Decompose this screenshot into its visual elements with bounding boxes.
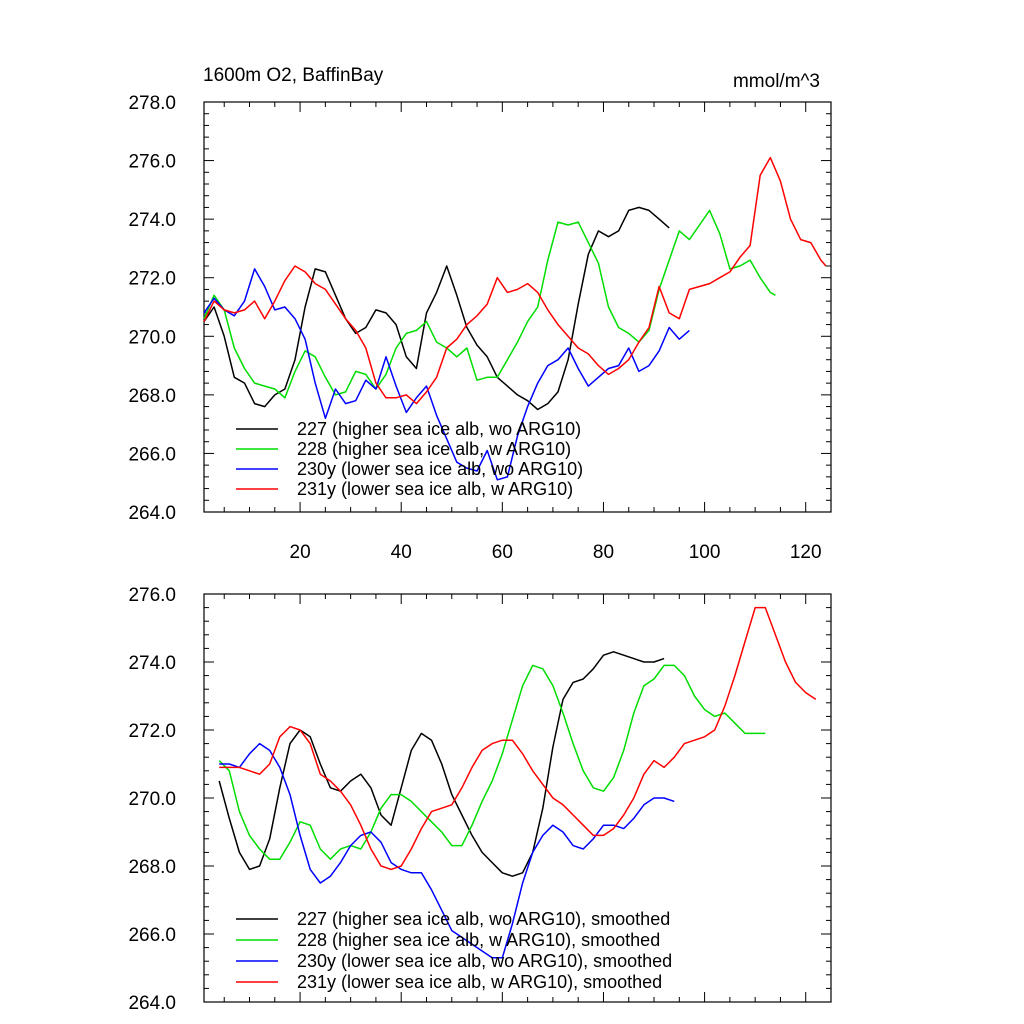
y-tick-label: 278.0: [128, 93, 176, 114]
chart-title: 1600m O2, BaffinBay: [203, 65, 384, 86]
legend-label: 230y (lower sea ice alb, wo ARG10): [297, 459, 583, 479]
y-axis: 264.0 266.0 268.0 270.0 272.0 274.0 276.0: [128, 585, 176, 1014]
series-line-1: [203, 209, 776, 399]
legend-label: 230y (lower sea ice alb, wo ARG10), smoo…: [297, 951, 672, 971]
series-layer: [203, 156, 827, 481]
y-tick-label: 266.0: [128, 444, 176, 465]
y-tick-label: 264.0: [128, 503, 176, 524]
axis-ticks: [204, 101, 832, 513]
y-tick-label: 274.0: [128, 210, 176, 231]
x-tick-label: 40: [391, 542, 412, 563]
x-tick-label: 60: [492, 542, 513, 563]
x-tick-label: 100: [689, 542, 721, 563]
y-tick-label: 268.0: [128, 386, 176, 407]
y-axis: 264.0 266.0 268.0 270.0 272.0 274.0 276.0 278.0: [128, 93, 176, 524]
y-tick-label: 268.0: [128, 857, 176, 878]
bottom-chart: 264.0 266.0 268.0 270.0 272.0 274.0 276.0 227 …: [128, 585, 832, 1014]
y-tick-label: 272.0: [128, 269, 176, 290]
legend: 227 (higher sea ice alb, wo ARG10), smoo…: [236, 909, 672, 992]
y-tick-label: 270.0: [128, 789, 176, 810]
series-layer: [218, 606, 817, 959]
x-tick-label: 20: [290, 542, 311, 563]
legend-label: 227 (higher sea ice alb, wo ARG10): [297, 419, 581, 439]
y-tick-label: 270.0: [128, 327, 176, 348]
y-tick-label: 266.0: [128, 925, 176, 946]
series-line-2: [203, 268, 690, 481]
x-axis: 20 40 60 80 100 120: [290, 542, 822, 563]
y-tick-label: 264.0: [128, 993, 176, 1014]
y-tick-label: 276.0: [128, 585, 176, 606]
series-line-0: [218, 651, 665, 877]
legend-label: 228 (higher sea ice alb, w ARG10), smoot…: [297, 930, 660, 950]
legend-label: 231y (lower sea ice alb, w ARG10): [297, 479, 573, 499]
units-label: mmol/m^3: [733, 71, 820, 92]
plot-area-frame: [203, 101, 832, 513]
series-line-0: [203, 206, 670, 411]
axis-ticks: [204, 593, 832, 1003]
x-tick-label: 120: [790, 542, 822, 563]
legend-label: 231y (lower sea ice alb, w ARG10), smoot…: [297, 972, 662, 992]
legend-label: 227 (higher sea ice alb, wo ARG10), smoo…: [297, 909, 670, 929]
x-tick-label: 80: [593, 542, 614, 563]
series-line-3: [203, 156, 827, 405]
legend-label: 228 (higher sea ice alb, w ARG10): [297, 439, 571, 459]
legend: 227 (higher sea ice alb, wo ARG10)228 (h…: [236, 419, 583, 499]
top-chart: 1600m O2, BaffinBay mmol/m^3 264.0266.02…: [128, 65, 832, 563]
y-tick-label: 274.0: [128, 653, 176, 674]
series-line-3: [219, 606, 817, 871]
y-tick-label: 276.0: [128, 152, 176, 173]
series-line-1: [218, 664, 766, 860]
y-tick-label: 272.0: [128, 721, 176, 742]
series-line-2: [219, 742, 675, 959]
